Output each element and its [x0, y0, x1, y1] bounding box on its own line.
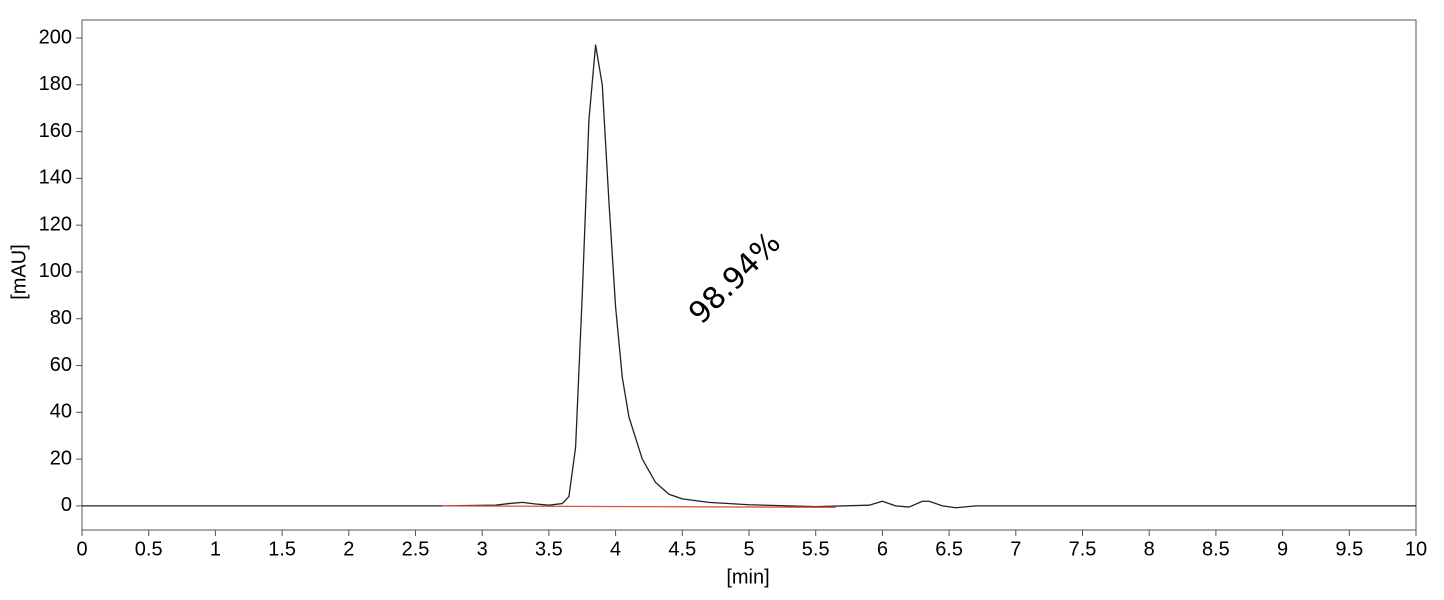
x-tick-label: 9.5 — [1335, 538, 1363, 560]
x-tick-label: 7.5 — [1069, 538, 1097, 560]
trace-line — [82, 44, 1416, 509]
y-tick-label: 200 — [39, 26, 72, 48]
x-tick-label: 1.5 — [268, 538, 296, 560]
y-tick-label: 60 — [50, 354, 72, 376]
y-tick-label: 160 — [39, 120, 72, 142]
trace-line — [442, 505, 836, 508]
x-tick-label: 3 — [477, 538, 488, 560]
x-tick-label: 0 — [76, 538, 87, 560]
x-tick-label: 0.5 — [135, 538, 163, 560]
x-tick-label: 5 — [743, 538, 754, 560]
x-tick-label: 8 — [1144, 538, 1155, 560]
x-tick-label: 7 — [1010, 538, 1021, 560]
x-tick-label: 1 — [210, 538, 221, 560]
x-tick-label: 6 — [877, 538, 888, 560]
x-tick-label: 5.5 — [802, 538, 830, 560]
x-axis-label: [min] — [726, 566, 769, 588]
y-tick-label: 80 — [50, 307, 72, 329]
x-tick-label: 4.5 — [668, 538, 696, 560]
y-tick-label: 40 — [50, 401, 72, 423]
x-tick-label: 8.5 — [1202, 538, 1230, 560]
x-tick-label: 9 — [1277, 538, 1288, 560]
x-tick-label: 4 — [610, 538, 621, 560]
annotation: 98.94% — [682, 225, 788, 331]
y-tick-label: 0 — [61, 494, 72, 516]
x-tick-label: 10 — [1405, 538, 1427, 560]
y-tick-label: 20 — [50, 447, 72, 469]
y-tick-label: 120 — [39, 213, 72, 235]
y-tick-label: 140 — [39, 167, 72, 189]
x-tick-label: 2 — [343, 538, 354, 560]
x-tick-label: 6.5 — [935, 538, 963, 560]
x-tick-label: 2.5 — [402, 538, 430, 560]
y-tick-label: 100 — [39, 260, 72, 282]
y-axis-label: [mAU] — [8, 244, 30, 300]
y-tick-label: 180 — [39, 73, 72, 95]
x-tick-label: 3.5 — [535, 538, 563, 560]
